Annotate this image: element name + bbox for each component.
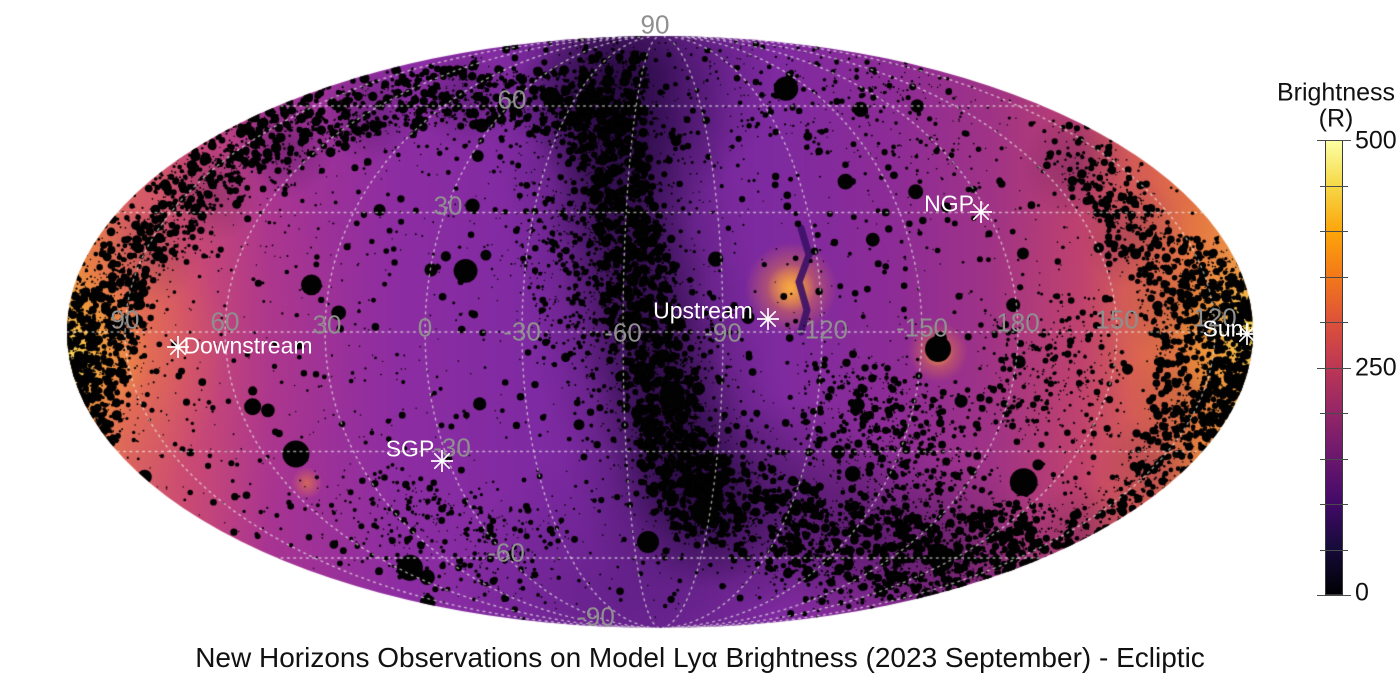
colorbar-min-label: 0 xyxy=(1355,578,1369,607)
colorbar-minor-tick xyxy=(1320,276,1348,278)
colorbar-major-tick xyxy=(1317,367,1351,369)
figure-title: New Horizons Observations on Model Lyα B… xyxy=(195,642,1205,673)
colorbar-minor-tick xyxy=(1320,504,1348,505)
colorbar-major-tick xyxy=(1317,595,1351,596)
colorbar-minor-tick xyxy=(1320,185,1348,187)
colorbar-title-unit: (R) xyxy=(1318,104,1354,133)
colorbar-title: Brightness xyxy=(1276,78,1396,107)
colorbar-minor-tick xyxy=(1320,231,1348,232)
colorbar-mid-label: 250 xyxy=(1355,353,1397,382)
colorbar-minor-tick xyxy=(1320,549,1348,551)
colorbar-major-tick xyxy=(1317,140,1351,141)
colorbar-max-label: 500 xyxy=(1355,126,1397,155)
colorbar-minor-tick xyxy=(1320,413,1348,414)
colorbar-minor-tick xyxy=(1320,322,1348,323)
colorbar-minor-tick xyxy=(1320,458,1348,460)
